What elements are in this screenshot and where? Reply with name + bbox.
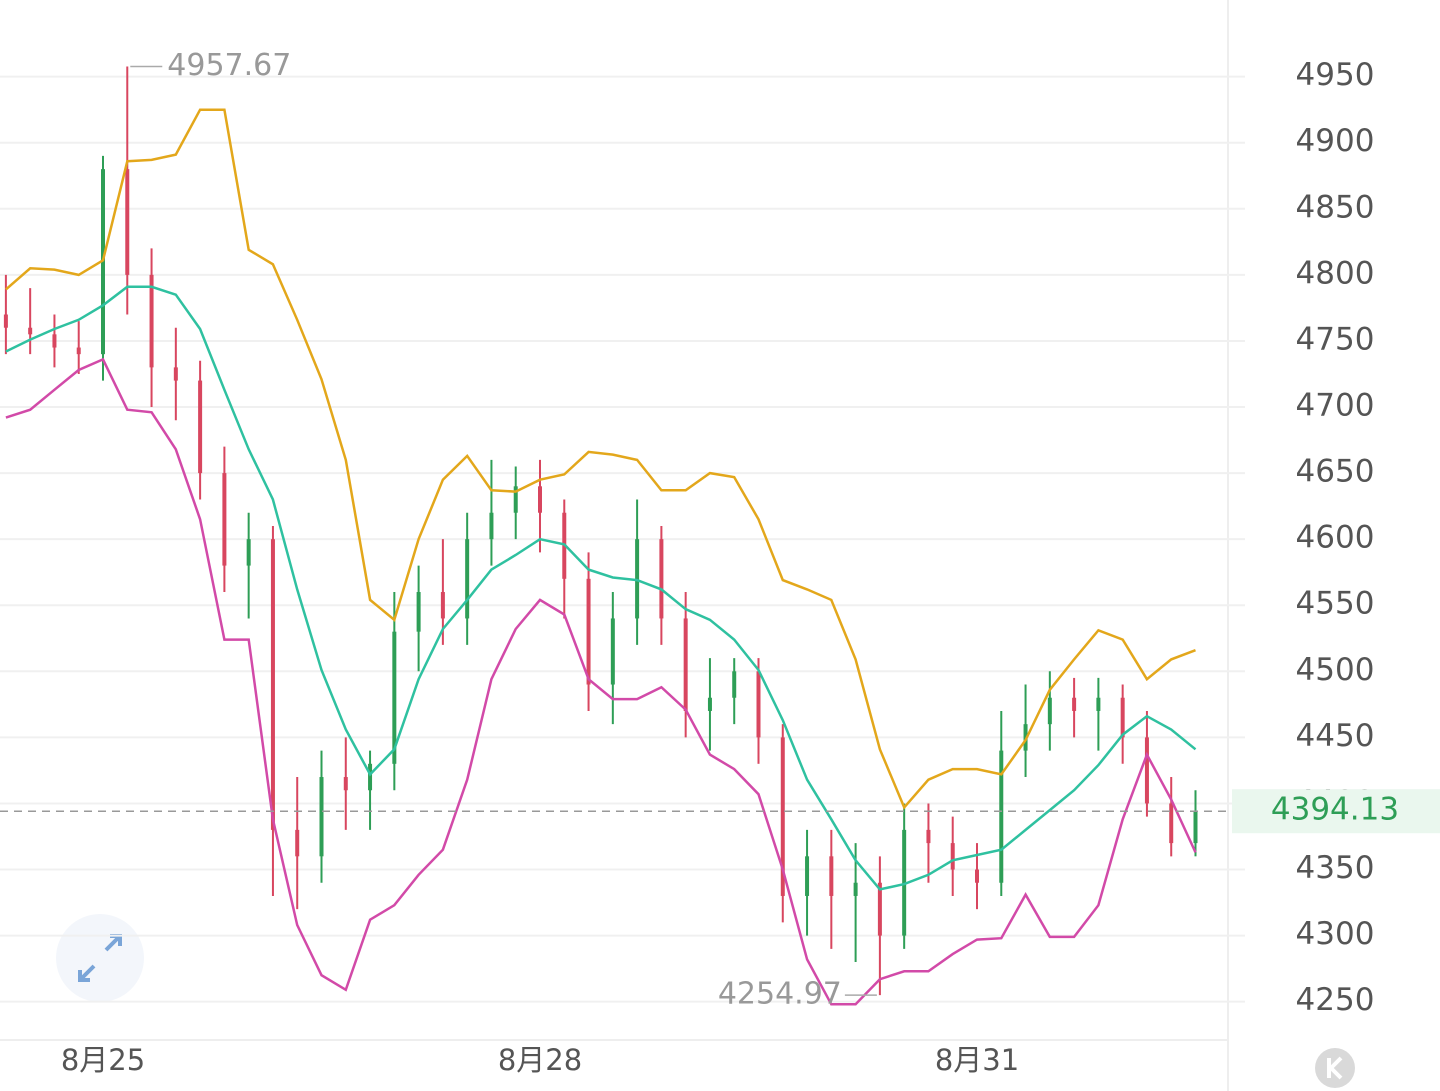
x-tick-label: 8月31 (935, 1043, 1019, 1077)
y-tick-label: 4300 (1296, 916, 1375, 952)
band-line (5, 357, 1197, 1006)
y-tick-label: 4950 (1296, 57, 1375, 93)
x-tick-label: 8月28 (498, 1043, 582, 1077)
candle-body (3, 314, 8, 328)
candle-body (683, 618, 688, 711)
candle-body (732, 671, 737, 698)
min-label: 4254.97 (718, 977, 842, 1012)
band-line (5, 285, 1197, 891)
candle-body (465, 539, 470, 619)
candle-body (999, 750, 1004, 883)
candle-body (538, 486, 542, 513)
candle-body (125, 169, 130, 275)
k-bg (1315, 1048, 1355, 1088)
last-price-label: 4394.13 (1271, 792, 1399, 828)
candle-body (659, 539, 664, 619)
candle-body (707, 697, 712, 711)
candle-body (780, 737, 785, 896)
candle-body (1047, 697, 1052, 725)
candle-body (246, 539, 251, 566)
y-tick-label: 4900 (1296, 123, 1375, 159)
candle-body (270, 539, 275, 830)
candle-body (149, 274, 154, 368)
candle-body (877, 882, 882, 936)
candle-body (1169, 803, 1174, 844)
y-tick-label: 4450 (1296, 718, 1375, 754)
candle-body (756, 671, 761, 738)
band-line (5, 108, 1196, 810)
candle-body (805, 856, 810, 896)
candle-body (902, 829, 907, 936)
candle-body (1072, 697, 1077, 711)
candle-body (853, 882, 858, 896)
y-tick-label: 4600 (1296, 520, 1375, 556)
candle-body (926, 829, 931, 844)
y-tick-label: 4750 (1296, 321, 1375, 357)
y-tick-label: 4850 (1296, 189, 1375, 225)
candle-body (295, 829, 300, 857)
candle-body (173, 367, 178, 381)
y-tick-label: 4700 (1296, 388, 1375, 424)
candle-body (610, 618, 615, 685)
candle-body (198, 380, 203, 474)
k-icon (1327, 1056, 1343, 1080)
y-tick-label: 4650 (1296, 454, 1375, 490)
last-price-box (1232, 789, 1440, 834)
k-button[interactable] (1315, 1048, 1355, 1088)
candle-body (416, 592, 421, 632)
candle-body (392, 631, 397, 764)
candle-body (513, 486, 518, 513)
candle-body (368, 763, 373, 791)
candle-body (1193, 811, 1198, 844)
candle-body (489, 512, 494, 540)
y-tick-label: 4350 (1296, 850, 1375, 886)
expand-bg (56, 914, 144, 1002)
candle-body (975, 869, 979, 883)
y-tick-label: 4500 (1296, 652, 1375, 688)
y-tick-label: 4800 (1296, 255, 1375, 291)
x-tick-label: 8月25 (61, 1043, 145, 1077)
candle-body (76, 347, 81, 355)
candle-body (28, 327, 33, 335)
y-tick-label: 4250 (1296, 982, 1375, 1018)
candle-body (950, 843, 955, 870)
candle-body (635, 539, 640, 619)
candle-body (343, 777, 348, 791)
candle-body (440, 592, 445, 619)
candle-body (586, 578, 591, 685)
candle-body (319, 777, 324, 857)
y-tick-label: 4550 (1296, 586, 1375, 622)
candle-body (222, 473, 227, 566)
candle-body (1120, 697, 1125, 738)
max-label: 4957.67 (167, 48, 291, 83)
candle-body (1144, 737, 1149, 804)
candle-body (1096, 697, 1101, 711)
expand-button[interactable] (56, 914, 144, 1002)
candle-body (52, 334, 57, 348)
candle-body (829, 856, 834, 896)
